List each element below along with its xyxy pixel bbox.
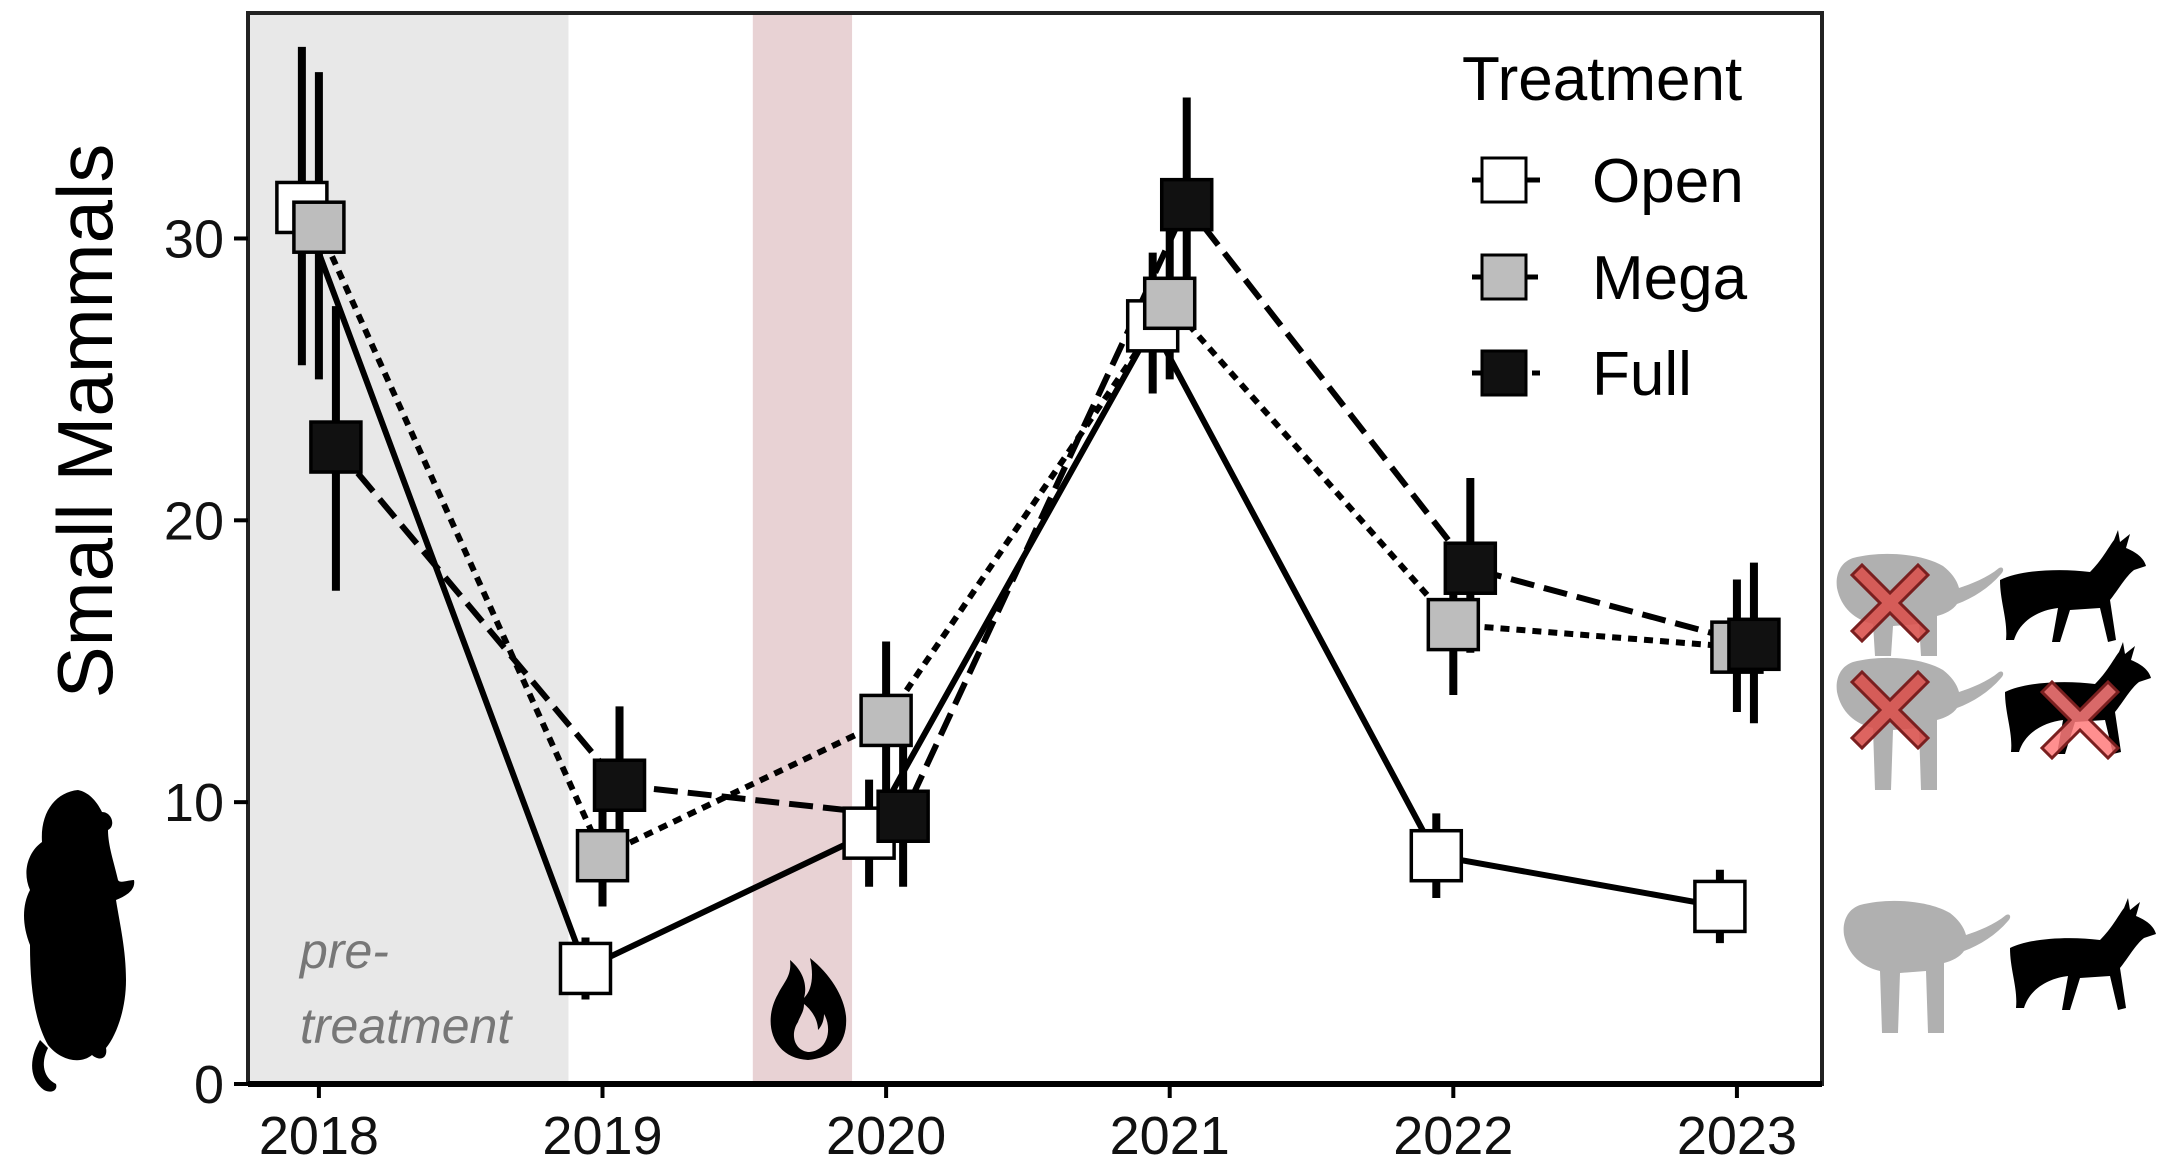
- y-tick-label-30: 30: [164, 209, 224, 269]
- point-open-2022: [1409, 828, 1464, 883]
- legend-entry-full: Full: [1472, 340, 1692, 409]
- legend-label-mega: Mega: [1592, 244, 1748, 313]
- legend-label-open: Open: [1592, 147, 1744, 216]
- point-mega-2022: [1426, 597, 1481, 652]
- treatment-icons-open: [1843, 898, 2156, 1033]
- fire-period-band: [752, 13, 853, 1084]
- cross-icon: [1849, 562, 1931, 644]
- shaded-periods: [248, 13, 853, 1084]
- point-full-2019: [592, 758, 647, 812]
- x-axis-ticks: 2018 2019 2020 2021 2022 2023: [259, 1084, 1797, 1166]
- pretreatment-label-line2: treatment: [300, 998, 513, 1054]
- cross-icon: [2039, 679, 2121, 761]
- point-full-2022: [1443, 541, 1498, 595]
- pretreatment-band: [248, 13, 569, 1084]
- y-tick-label-0: 0: [194, 1055, 224, 1115]
- antelope-icon: [2000, 530, 2146, 642]
- data-points: [275, 177, 1781, 996]
- treatment-icons-mega: [1836, 642, 2151, 790]
- point-full-2021: [1159, 177, 1214, 232]
- antelope-icon: [2010, 898, 2156, 1010]
- y-axis-title: Small Mammals: [41, 144, 129, 699]
- point-full-2018: [309, 420, 363, 474]
- y-tick-label-10: 10: [164, 773, 224, 833]
- series-lines: [299, 198, 1755, 973]
- legend-key-full: [1480, 349, 1528, 397]
- point-full-2020: [876, 789, 930, 843]
- legend-entry-open: Open: [1472, 147, 1744, 216]
- point-mega-2021: [1142, 276, 1197, 331]
- x-tick-label-2022: 2022: [1393, 1106, 1513, 1166]
- legend: Treatment Open Mega Full: [1462, 45, 1748, 409]
- x-tick-label-2020: 2020: [826, 1106, 946, 1166]
- x-tick-label-2021: 2021: [1110, 1106, 1230, 1166]
- antelope-icon: [2005, 642, 2151, 754]
- legend-key-open: [1480, 156, 1528, 204]
- y-tick-label-20: 20: [164, 491, 224, 551]
- x-tick-label-2019: 2019: [542, 1106, 662, 1166]
- series-line-full: [333, 198, 1755, 820]
- legend-key-mega: [1480, 253, 1528, 301]
- x-tick-label-2018: 2018: [259, 1106, 379, 1166]
- legend-entry-mega: Mega: [1472, 244, 1748, 313]
- point-open-2023: [1693, 879, 1747, 934]
- elephant-icon: [1843, 900, 2011, 1033]
- x-tick-label-2023: 2023: [1677, 1106, 1797, 1166]
- point-mega-2020: [859, 693, 913, 748]
- cross-icon: [1849, 669, 1931, 751]
- pretreatment-label-line1: pre-: [298, 923, 389, 979]
- legend-label-full: Full: [1592, 340, 1692, 409]
- fire-icon: [770, 958, 847, 1060]
- point-open-2019: [558, 941, 613, 996]
- point-full-2023: [1727, 617, 1781, 672]
- rodent-icon: [24, 790, 135, 1092]
- legend-title: Treatment: [1462, 45, 1742, 114]
- point-mega-2019: [575, 828, 630, 883]
- point-mega-2018: [292, 200, 346, 254]
- series-line-mega: [316, 225, 1738, 860]
- treatment-icons-full: [1836, 530, 2146, 656]
- y-axis-ticks: 0 10 20 30: [164, 209, 248, 1115]
